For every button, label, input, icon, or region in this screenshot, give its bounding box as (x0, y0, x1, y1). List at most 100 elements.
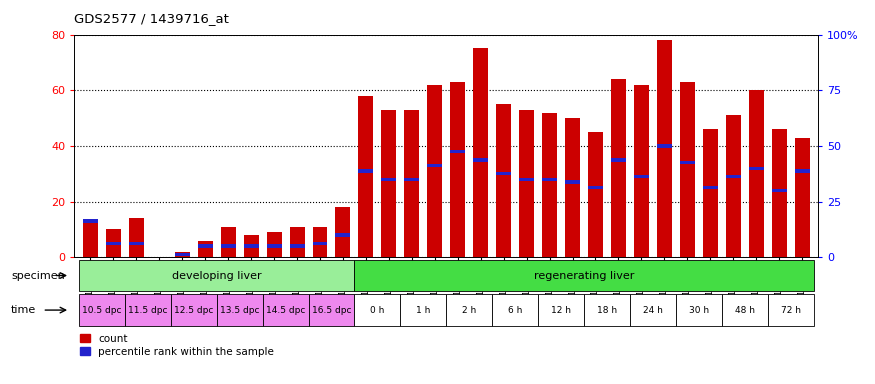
Text: 12 h: 12 h (551, 306, 571, 314)
Bar (427, 84, 442, 257)
Bar (359, 96, 374, 257)
Bar (703, 129, 717, 257)
Bar (217, 295, 262, 326)
Bar (427, 164, 442, 167)
Bar (354, 295, 401, 326)
Bar (451, 150, 466, 153)
Bar (290, 227, 304, 257)
Bar (198, 240, 213, 257)
Bar (220, 227, 235, 257)
Bar (262, 295, 309, 326)
Bar (634, 175, 649, 178)
Bar (106, 242, 121, 245)
Bar (588, 186, 603, 189)
Bar (312, 227, 327, 257)
Text: 16.5 dpc: 16.5 dpc (312, 306, 351, 314)
Bar (676, 295, 722, 326)
Bar (634, 84, 649, 257)
Bar (473, 158, 488, 162)
Bar (401, 295, 446, 326)
Bar (542, 113, 557, 257)
Bar (772, 189, 787, 192)
Bar (267, 232, 282, 257)
Text: 0 h: 0 h (370, 306, 385, 314)
Bar (404, 178, 419, 181)
Bar (267, 245, 282, 248)
Text: time: time (11, 305, 37, 315)
Bar (451, 82, 466, 257)
Bar (335, 207, 350, 257)
Bar (473, 48, 488, 257)
Bar (611, 158, 626, 162)
Bar (588, 132, 603, 257)
Bar (703, 186, 717, 189)
Bar (309, 295, 354, 326)
Bar (630, 295, 676, 326)
Text: 10.5 dpc: 10.5 dpc (82, 306, 122, 314)
Bar (243, 235, 259, 257)
Bar (519, 178, 534, 181)
Bar (680, 82, 695, 257)
Bar (171, 295, 217, 326)
Bar (496, 172, 511, 175)
Bar (794, 169, 809, 173)
Bar (725, 115, 740, 257)
Bar (538, 295, 584, 326)
Bar (359, 169, 374, 173)
Text: 1 h: 1 h (416, 306, 430, 314)
Bar (382, 110, 396, 257)
Bar (584, 295, 630, 326)
Bar (725, 175, 740, 178)
Bar (83, 219, 98, 223)
Bar (519, 110, 534, 257)
Bar (290, 245, 304, 248)
Bar (354, 260, 814, 291)
Text: 14.5 dpc: 14.5 dpc (266, 306, 305, 314)
Text: 11.5 dpc: 11.5 dpc (128, 306, 168, 314)
Bar (680, 161, 695, 164)
Text: 30 h: 30 h (689, 306, 709, 314)
Text: regenerating liver: regenerating liver (534, 270, 634, 281)
Bar (129, 242, 144, 245)
Bar (106, 230, 121, 257)
Bar (175, 252, 190, 257)
Text: 12.5 dpc: 12.5 dpc (174, 306, 214, 314)
Bar (542, 178, 557, 181)
Bar (749, 90, 764, 257)
Bar (722, 295, 767, 326)
Bar (312, 242, 327, 245)
Bar (125, 295, 171, 326)
Bar (611, 79, 626, 257)
Bar (492, 295, 538, 326)
Bar (198, 245, 213, 248)
Text: 13.5 dpc: 13.5 dpc (220, 306, 259, 314)
Bar (243, 245, 259, 248)
Bar (496, 104, 511, 257)
Bar (382, 178, 396, 181)
Bar (83, 221, 98, 257)
Text: GDS2577 / 1439716_at: GDS2577 / 1439716_at (74, 12, 229, 25)
Bar (657, 40, 672, 257)
Bar (404, 110, 419, 257)
Bar (175, 253, 190, 256)
Text: 24 h: 24 h (643, 306, 662, 314)
Bar (657, 144, 672, 147)
Bar (767, 295, 814, 326)
Bar (446, 295, 492, 326)
Bar (220, 245, 235, 248)
Text: developing liver: developing liver (172, 270, 262, 281)
Text: specimen: specimen (11, 270, 65, 281)
Bar (749, 167, 764, 170)
Bar (772, 129, 787, 257)
Bar (79, 260, 354, 291)
Text: 2 h: 2 h (462, 306, 476, 314)
Bar (565, 180, 580, 184)
Bar (565, 118, 580, 257)
Bar (129, 218, 144, 257)
Legend: count, percentile rank within the sample: count, percentile rank within the sample (80, 334, 274, 357)
Bar (794, 137, 809, 257)
Text: 6 h: 6 h (507, 306, 522, 314)
Text: 18 h: 18 h (597, 306, 617, 314)
Bar (335, 233, 350, 237)
Text: 72 h: 72 h (780, 306, 801, 314)
